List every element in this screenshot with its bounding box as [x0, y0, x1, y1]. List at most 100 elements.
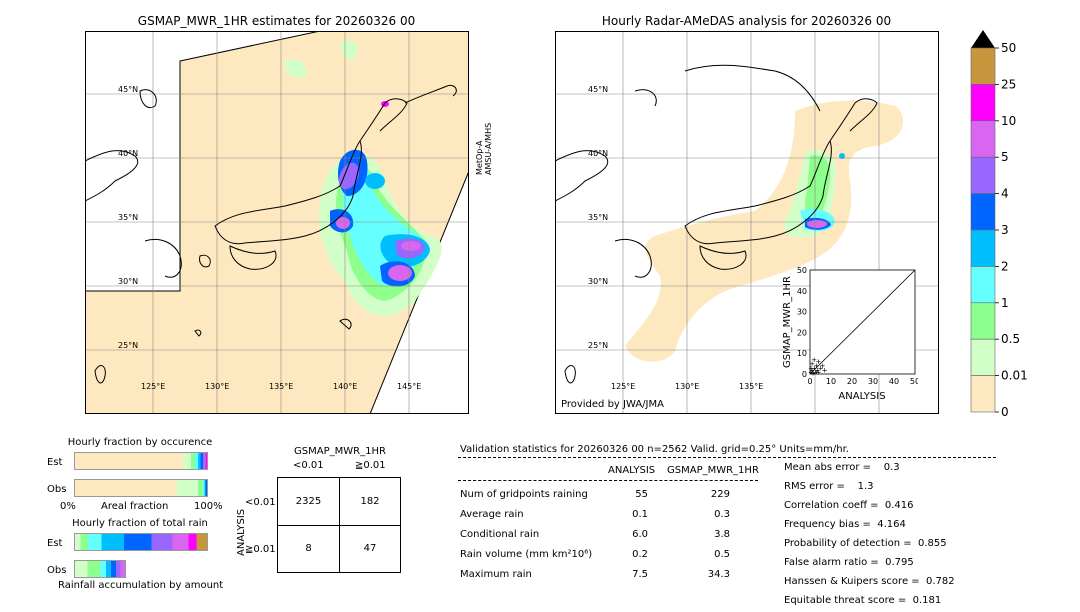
scatter-ytick-label: 30	[797, 308, 807, 317]
right-coastlines	[555, 64, 878, 384]
scatter-point: +	[811, 356, 817, 364]
occurrence-axis-label: Areal fraction	[101, 501, 169, 512]
colorbar-label: 25	[1001, 77, 1016, 91]
colorbar-box	[970, 302, 996, 340]
left-lat-label-45: 45°N	[118, 85, 138, 94]
left-map-title: GSMAP_MWR_1HR estimates for 20260326 00	[137, 14, 416, 28]
validation-score: Correlation coeff = 0.416	[784, 500, 914, 511]
validation-score: False alarm ratio = 0.795	[784, 557, 914, 568]
contingency-col-high: ≧0.01	[355, 460, 386, 471]
validation-row-gsmap: 34.3	[707, 569, 730, 580]
right-lat-label-25: 25°N	[588, 341, 608, 350]
scatter-point: +	[822, 366, 828, 374]
scatter-ytick-label: 20	[797, 328, 807, 337]
occurrence-title: Hourly fraction by occurence	[67, 437, 213, 448]
left-map: 45°N 40°N 35°N 30°N 25°N 125°E 130°E 135…	[85, 31, 469, 414]
validation-score: Mean abs error = 0.3	[784, 462, 900, 473]
colorbar-label: 4	[1001, 187, 1009, 201]
colorbar-box	[970, 47, 996, 85]
validation-row-gsmap: 0.3	[714, 509, 730, 520]
colorbar: 50 25 10 5 4 3 2 1 0.5 0.01 0	[970, 30, 1028, 419]
scatter-xtick-label: 50	[910, 377, 918, 386]
total-rain-obs-bar	[74, 560, 126, 578]
validation-score: Hanssen & Kuipers score = 0.782	[784, 576, 955, 587]
validation-row-analysis: 7.5	[632, 569, 648, 580]
contingency-col-low: <0.01	[293, 460, 324, 471]
left-rain-field	[284, 40, 442, 316]
right-lat-label-45: 45°N	[588, 85, 608, 94]
validation-row-analysis: 6.0	[632, 529, 648, 540]
validation-header: Validation statistics for 20260326 00 n=…	[460, 444, 849, 455]
colorbar-label: 0.5	[1001, 332, 1020, 346]
right-map: 45°N 40°N 35°N 30°N 25°N 125°E 130°E 135…	[555, 31, 939, 414]
total-rain-row-est: Est	[47, 538, 63, 549]
scatter-point: +	[810, 369, 816, 377]
validation-row-gsmap: 229	[710, 489, 730, 500]
occurrence-obs-bar	[74, 479, 208, 497]
scatter-point: +	[818, 364, 824, 372]
colorbar-box	[970, 266, 996, 304]
contingency-cell-1-0: 8	[305, 543, 312, 554]
scatter-ytick-label: 0	[802, 370, 807, 379]
colorbar-extend-arrow	[971, 30, 995, 48]
left-lon-label-130: 130°E	[205, 382, 229, 391]
right-lat-label-35: 35°N	[588, 213, 608, 222]
occurrence-row-est: Est	[47, 457, 63, 468]
occurrence-est-bar	[74, 452, 208, 470]
sensor-label: MetOp-A AMSU-A/MHS	[475, 122, 493, 175]
scatter-point: +	[814, 366, 820, 374]
colorbar-label: 3	[1001, 223, 1009, 237]
colorbar-box	[970, 156, 996, 194]
scatter-point: +	[815, 368, 821, 376]
contingency-cell-0-1: 182	[360, 496, 380, 507]
scatter-ylabel: GSMAP_MWR_1HR	[782, 276, 793, 368]
validation-row-gsmap: 0.5	[714, 549, 730, 560]
right-lon-label-130: 130°E	[675, 382, 699, 391]
scatter-point: +	[815, 358, 821, 366]
scatter-point: +	[809, 366, 815, 374]
occurrence-axis-left: 0%	[60, 501, 76, 512]
contingency-row-high: ≧0.01	[245, 544, 276, 555]
scatter-ytick-label: 40	[797, 287, 807, 296]
colorbar-label: 5	[1001, 150, 1009, 164]
scatter-point: +	[811, 364, 817, 372]
scatter-xtick-label: 10	[826, 377, 836, 386]
right-lat-label-40: 40°N	[588, 149, 608, 158]
scatter-diagonal	[809, 269, 916, 375]
colorbar-label: 1	[1001, 296, 1009, 310]
validation-row-gsmap: 3.8	[714, 529, 730, 540]
scatter-ytick-label: 50	[797, 266, 807, 275]
left-lat-label-30: 30°N	[118, 277, 138, 286]
scatter-xtick-label: 0	[807, 377, 812, 386]
scatter-point: +	[813, 368, 819, 376]
validation-row-label: Num of gridpoints raining	[460, 489, 588, 500]
validation-row-label: Average rain	[460, 509, 524, 520]
colorbar-box	[970, 120, 996, 158]
right-lon-label-125: 125°E	[611, 382, 635, 391]
validation-row-analysis: 0.2	[632, 549, 648, 560]
left-lon-label-140: 140°E	[333, 382, 357, 391]
colorbar-box	[970, 193, 996, 231]
colorbar-label: 0.01	[1001, 369, 1028, 383]
total-rain-footer: Rainfall accumulation by amount	[58, 580, 224, 591]
scatter-xtick-label: 40	[889, 377, 899, 386]
contingency-grid: 2325 182 8 47	[277, 477, 401, 573]
left-swath	[85, 31, 469, 414]
scatter-point: +	[809, 360, 815, 368]
scatter-xlabel: ANALYSIS	[838, 391, 885, 402]
contingency-cell-0-0: 2325	[295, 496, 322, 507]
colorbar-box	[970, 84, 996, 122]
colorbar-box	[970, 338, 996, 376]
validation-row-label: Conditional rain	[460, 529, 540, 540]
contingency-title: GSMAP_MWR_1HR	[294, 446, 386, 457]
right-lon-label-135: 135°E	[739, 382, 763, 391]
right-map-title: Hourly Radar-AMeDAS analysis for 2026032…	[601, 14, 892, 28]
colorbar-label: 2	[1001, 259, 1009, 273]
validation-row-analysis: 55	[635, 489, 648, 500]
contingency-row-low: <0.01	[245, 497, 276, 508]
total-rain-row-obs: Obs	[47, 565, 67, 576]
validation-col-analysis: ANALYSIS	[608, 465, 656, 476]
validation-score: Probability of detection = 0.855	[784, 538, 947, 549]
contingency-cell-1-1: 47	[363, 543, 377, 554]
